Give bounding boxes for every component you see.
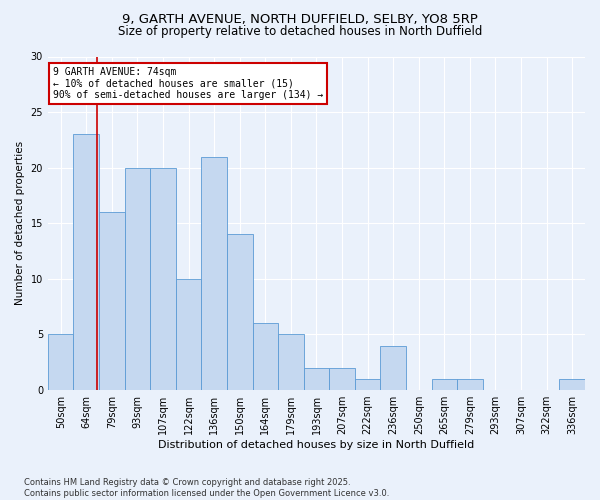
- Text: 9, GARTH AVENUE, NORTH DUFFIELD, SELBY, YO8 5RP: 9, GARTH AVENUE, NORTH DUFFIELD, SELBY, …: [122, 12, 478, 26]
- Y-axis label: Number of detached properties: Number of detached properties: [15, 141, 25, 306]
- Bar: [202, 156, 227, 390]
- Text: 9 GARTH AVENUE: 74sqm
← 10% of detached houses are smaller (15)
90% of semi-deta: 9 GARTH AVENUE: 74sqm ← 10% of detached …: [53, 66, 323, 100]
- Bar: [48, 334, 73, 390]
- Bar: [380, 346, 406, 390]
- X-axis label: Distribution of detached houses by size in North Duffield: Distribution of detached houses by size …: [158, 440, 475, 450]
- Bar: [278, 334, 304, 390]
- Bar: [457, 379, 482, 390]
- Bar: [431, 379, 457, 390]
- Bar: [150, 168, 176, 390]
- Bar: [125, 168, 150, 390]
- Text: Size of property relative to detached houses in North Duffield: Size of property relative to detached ho…: [118, 25, 482, 38]
- Bar: [176, 279, 202, 390]
- Bar: [304, 368, 329, 390]
- Bar: [99, 212, 125, 390]
- Bar: [73, 134, 99, 390]
- Bar: [355, 379, 380, 390]
- Bar: [559, 379, 585, 390]
- Bar: [227, 234, 253, 390]
- Bar: [253, 324, 278, 390]
- Text: Contains HM Land Registry data © Crown copyright and database right 2025.
Contai: Contains HM Land Registry data © Crown c…: [24, 478, 389, 498]
- Bar: [329, 368, 355, 390]
